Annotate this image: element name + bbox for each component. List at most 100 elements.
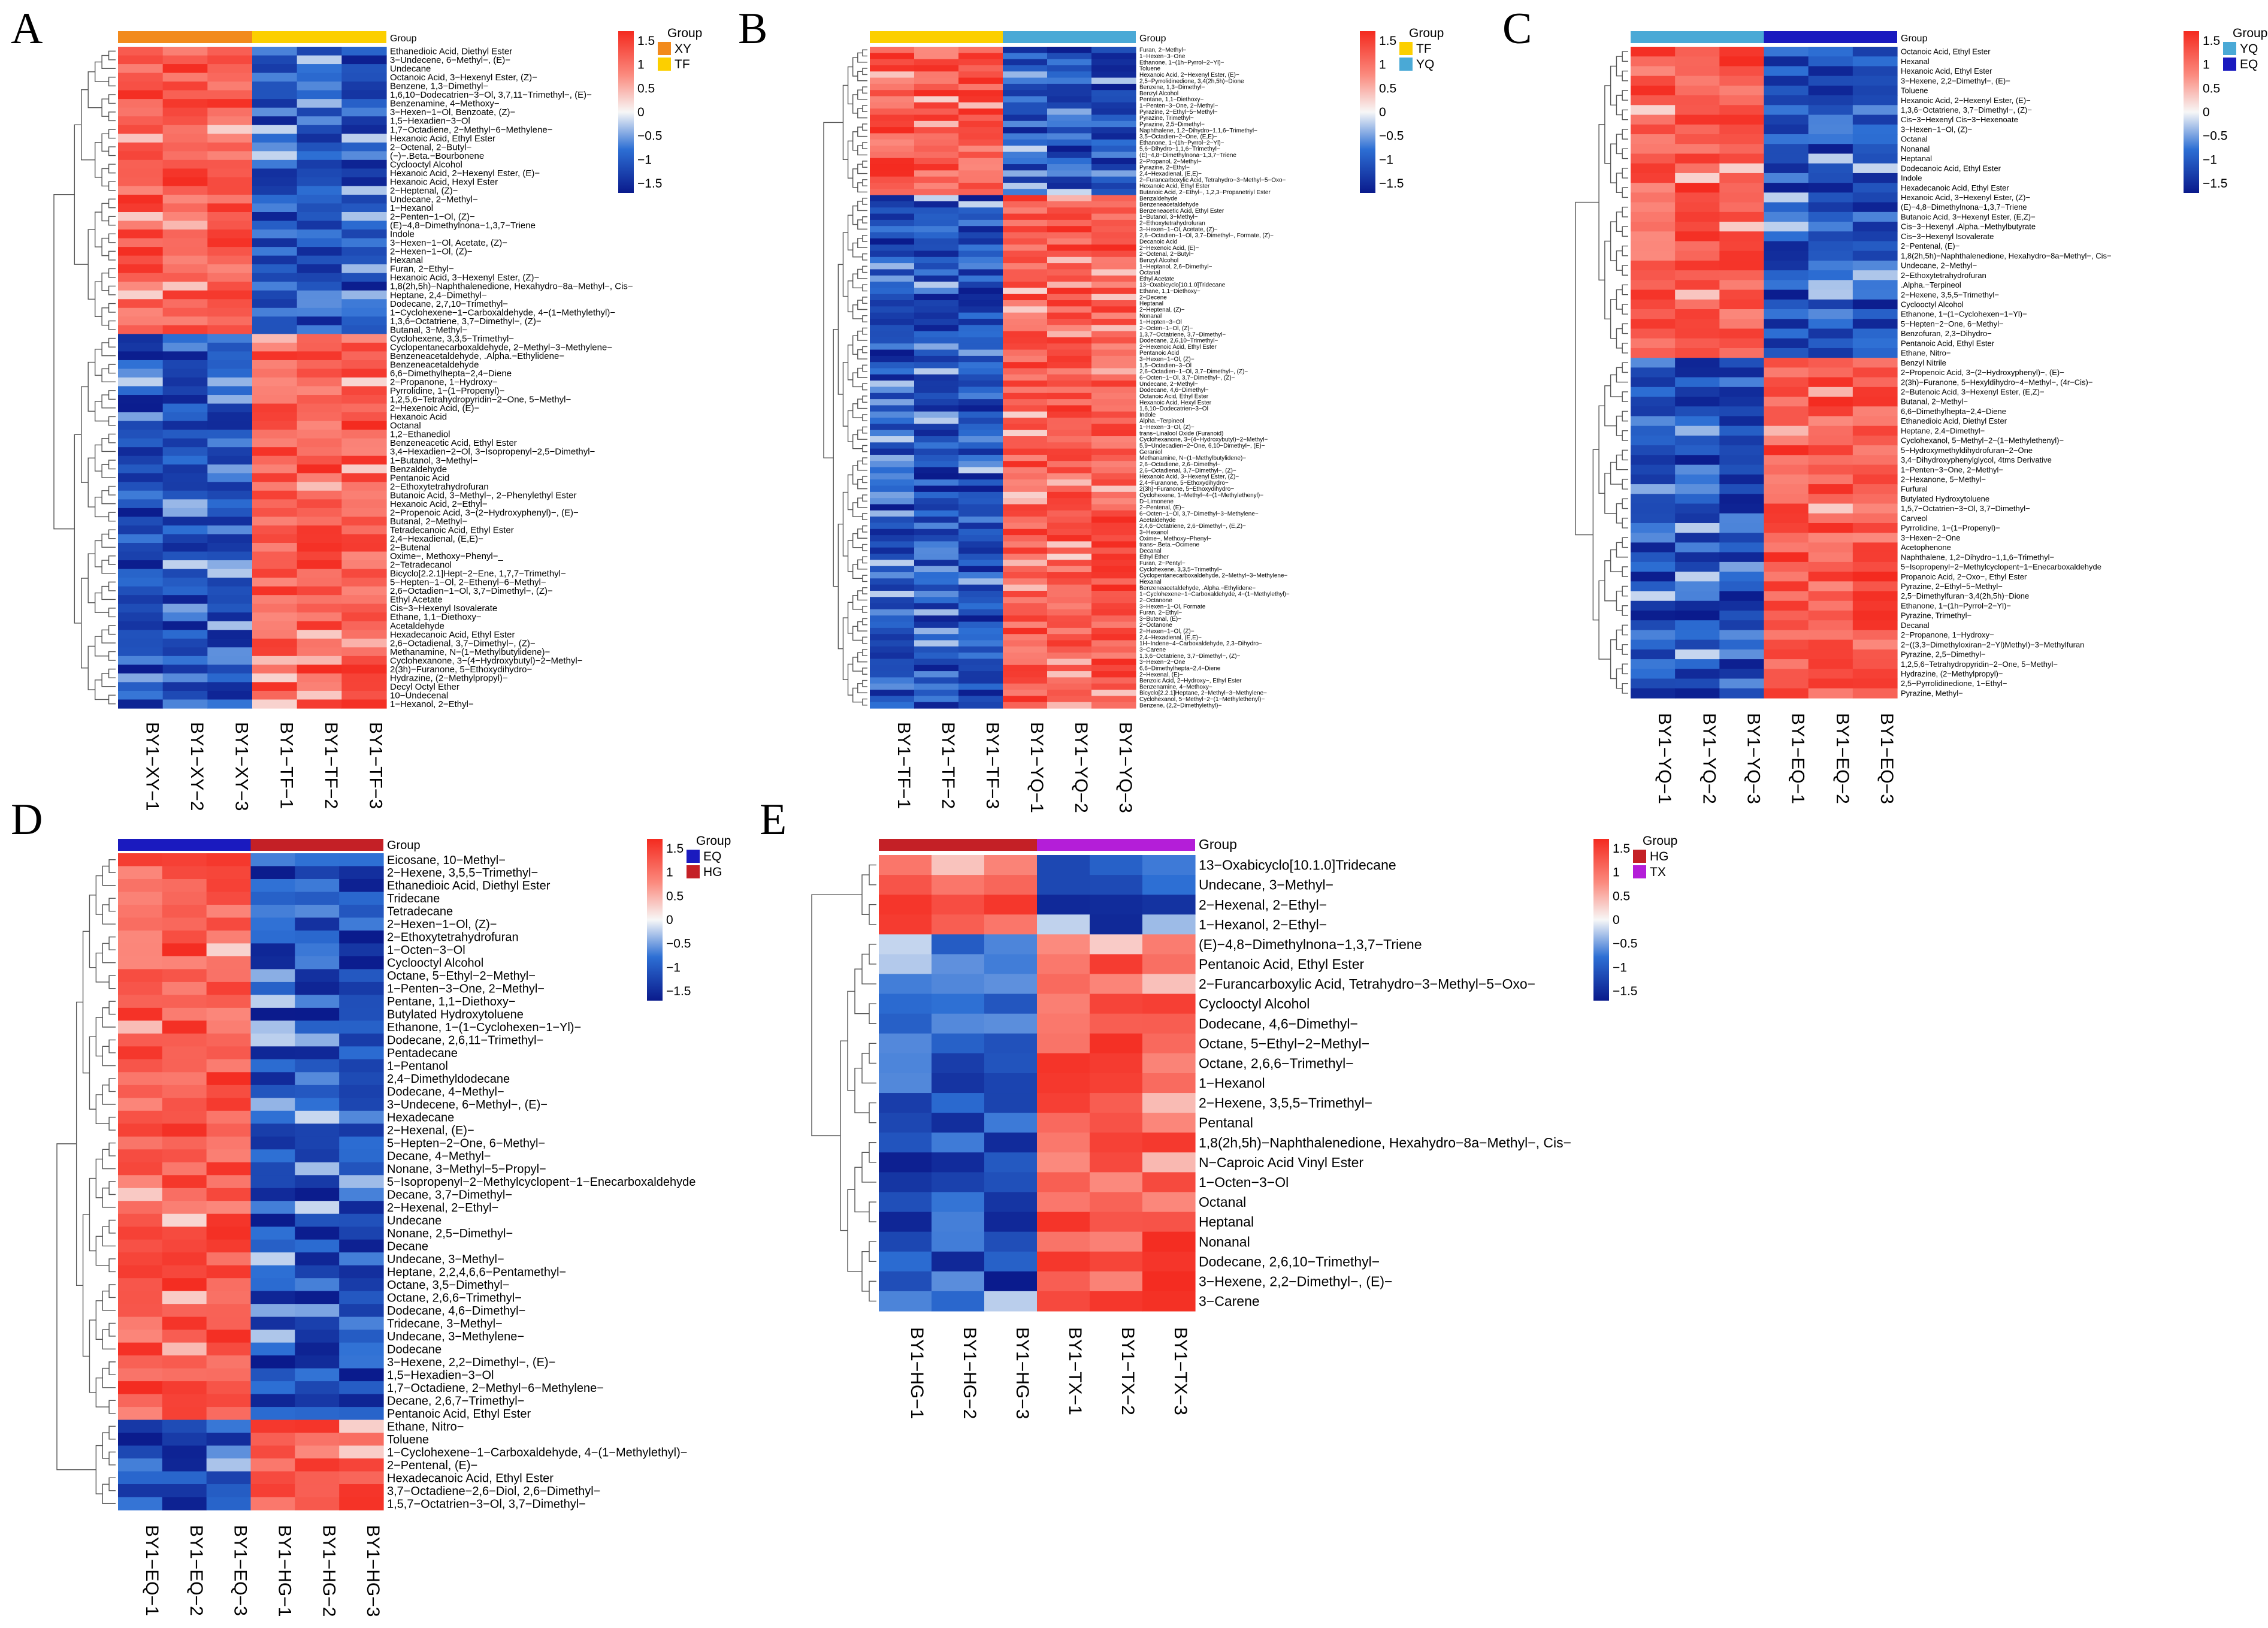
heatmap-cell [1003, 461, 1048, 468]
heatmap-cell [206, 866, 252, 880]
heatmap-cell [1047, 646, 1092, 653]
heatmap-cell [914, 65, 959, 72]
heatmap-cell [914, 554, 959, 560]
scale-tick-label: −1 [1613, 961, 1627, 974]
heatmap-cell [206, 1123, 252, 1137]
heatmap-cell [958, 139, 1003, 146]
heatmap-cell [341, 699, 387, 709]
row-label: Ethanone, 1−(1h−Pyrrol−2−Yl)− [1139, 140, 1224, 146]
heatmap-cell [1047, 627, 1092, 635]
row-label: 5−Hepten−1−Ol, 2−Ethenyl−6−Methyl− [390, 578, 546, 588]
heatmap-cell [1852, 202, 1898, 213]
heatmap-cell [1003, 418, 1048, 424]
heatmap-cell [1631, 464, 1676, 475]
heatmap-cell [1003, 659, 1048, 666]
heatmap-cell [339, 853, 384, 867]
heatmap-cell [870, 690, 915, 696]
heatmap-cell [118, 1110, 163, 1124]
heatmap-cell [207, 229, 253, 239]
heatmap-cell [1631, 397, 1676, 407]
heatmap-cell [250, 1072, 295, 1086]
dendrogram-branch [108, 460, 116, 470]
heatmap-cell [1808, 591, 1853, 602]
heatmap-cell [879, 954, 932, 975]
row-label: 2,4−Dimethyldodecane [387, 1073, 510, 1086]
row-label: Octanal [1139, 270, 1160, 276]
heatmap-cell [118, 490, 164, 500]
heatmap-cell [958, 238, 1003, 245]
heatmap-cell [958, 467, 1003, 474]
heatmap-cell [1091, 386, 1136, 394]
row-label: 2−Propanone, 1−Hydroxy− [390, 377, 498, 388]
group-legend-swatch [1399, 42, 1413, 55]
heatmap-cell [984, 1212, 1038, 1233]
heatmap-cell [1719, 56, 1765, 67]
row-label: .Alpha.−Terpineol [1901, 280, 1961, 289]
heatmap-cell [252, 159, 298, 169]
row-label: Dodecane, 4−Methyl− [387, 1086, 504, 1099]
heatmap-cell [162, 1445, 207, 1459]
heatmap-cell [118, 517, 164, 526]
heatmap-cell [341, 116, 387, 126]
heatmap-cell [1764, 552, 1809, 563]
heatmap-cell [914, 164, 959, 171]
row-label: Dodecane [387, 1343, 441, 1356]
heatmap-cell [118, 1433, 163, 1446]
heatmap-cell [984, 1093, 1038, 1113]
column-label: BY1−TX−3 [1171, 1327, 1190, 1415]
row-label: Octanoic Acid, 3−Hexenyl Ester, (Z)− [390, 73, 537, 83]
dendrogram-branch [862, 543, 867, 551]
heatmap-cell [1764, 114, 1809, 125]
group-bar-tf [252, 31, 386, 43]
heatmap-cell [870, 219, 915, 226]
heatmap-cell [162, 282, 208, 291]
dendrogram-branch [847, 140, 853, 179]
heatmap-cell [295, 878, 340, 893]
dendrogram-branch [869, 1043, 876, 1064]
heatmap-cell [1047, 312, 1092, 319]
heatmap-cell [870, 485, 915, 493]
row-label: Nonane, 2,5−Dimethyl− [387, 1227, 513, 1240]
dendrogram-branch [862, 234, 867, 242]
heatmap-cell [870, 597, 915, 604]
row-label: 5−Hepten−2−One, 6−Methyl− [1901, 319, 2004, 328]
scale-tick-label: 0 [666, 913, 673, 927]
heatmap-cell [932, 1251, 985, 1272]
heatmap-cell [162, 1020, 207, 1034]
heatmap-cell [914, 127, 959, 134]
panel-letter-a: A [11, 4, 43, 53]
heatmap-cell [341, 64, 387, 74]
heatmap-cell [914, 318, 959, 325]
heatmap-cell [870, 59, 915, 66]
heatmap-cell [206, 1098, 252, 1111]
heatmap-cell [162, 55, 208, 65]
heatmap-cell [932, 895, 985, 915]
heatmap-cell [297, 360, 342, 370]
heatmap-cell [1719, 309, 1765, 319]
heatmap-cell [1091, 541, 1136, 548]
heatmap-cell [870, 120, 915, 128]
dendrogram-branch [87, 361, 95, 412]
panel-letter-c: C [1502, 4, 1532, 53]
heatmap-cell [1719, 241, 1765, 252]
dendrogram-branch [94, 679, 109, 700]
row-label: 3,4−Hexadien−2−Ol, 3−Isopropenyl−2,5−Dim… [390, 447, 595, 457]
heatmap-cell [958, 244, 1003, 252]
dendrogram-branch [89, 1036, 96, 1110]
heatmap-cell [341, 377, 387, 387]
heatmap-cell [206, 1175, 252, 1189]
heatmap-cell [162, 1433, 207, 1446]
heatmap-cell [1091, 696, 1136, 703]
heatmap-cell [1764, 105, 1809, 116]
heatmap-cell [1003, 182, 1048, 189]
group-legend-swatch [658, 58, 671, 71]
heatmap-cell [118, 455, 164, 465]
heatmap-cell [958, 282, 1003, 288]
heatmap-cell [1675, 270, 1720, 280]
row-label: 2−Hexenoic Acid, Ethyl Ester [1139, 344, 1217, 351]
row-label: Hexanoic Acid, 2−Hexenyl Ester, (E)− [1139, 72, 1239, 78]
heatmap-cell [1808, 386, 1853, 397]
heatmap-cell [295, 1227, 340, 1240]
heatmap-cell [206, 1239, 252, 1253]
heatmap-cell [1003, 609, 1048, 616]
